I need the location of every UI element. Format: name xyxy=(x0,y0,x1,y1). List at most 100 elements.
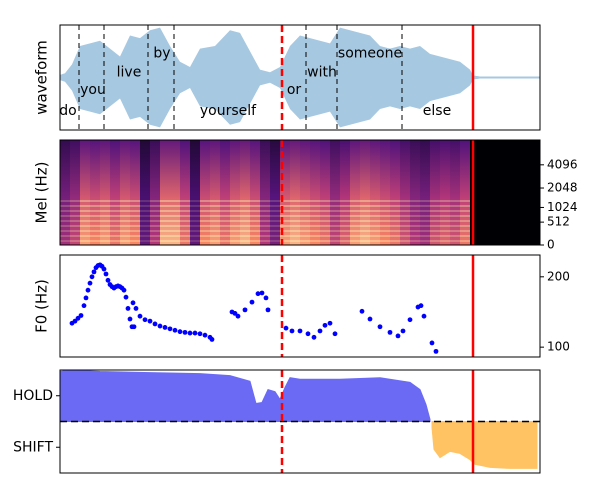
spectrogram-column xyxy=(430,140,441,245)
harmonics xyxy=(390,197,401,245)
harmonics xyxy=(210,197,221,245)
axes-frame xyxy=(59,24,541,131)
spectrogram-column xyxy=(470,140,481,245)
point xyxy=(78,313,84,318)
harmonics xyxy=(430,197,441,245)
spectrogram-column xyxy=(380,140,391,245)
y-tick-label: 0 xyxy=(547,238,555,252)
plot-area xyxy=(60,370,538,469)
spectrogram-column xyxy=(130,140,141,245)
spectrogram-column xyxy=(270,140,281,245)
point xyxy=(400,328,406,334)
spectrogram-column xyxy=(300,140,311,245)
spectrogram-column xyxy=(500,140,511,245)
harmonics xyxy=(130,197,141,245)
spectrogram-column xyxy=(260,140,271,245)
point xyxy=(133,306,139,311)
y-axis-label: Mel (Hz) xyxy=(33,162,51,224)
point xyxy=(249,299,255,305)
spectrogram-column xyxy=(390,140,401,245)
point xyxy=(265,307,271,313)
spectrogram-column xyxy=(490,140,501,245)
point xyxy=(367,316,373,322)
spectrogram-column xyxy=(350,140,361,245)
point xyxy=(87,280,93,286)
spectrogram-column xyxy=(60,140,71,245)
spectrogram-column xyxy=(210,140,221,245)
harmonics xyxy=(460,197,471,245)
spectrogram-column xyxy=(410,140,421,245)
point xyxy=(72,318,78,324)
harmonics xyxy=(200,197,211,245)
word-label: else xyxy=(423,103,451,119)
point xyxy=(387,329,393,335)
point xyxy=(127,316,133,322)
word-label: with xyxy=(307,64,337,80)
point xyxy=(131,324,137,330)
point xyxy=(81,303,87,309)
point xyxy=(433,348,439,354)
point xyxy=(83,295,89,301)
spectrogram-column xyxy=(160,140,171,245)
point xyxy=(255,291,261,297)
axes-frame xyxy=(59,369,541,474)
point xyxy=(187,330,193,336)
harmonics xyxy=(110,197,121,245)
harmonics xyxy=(350,197,361,245)
point xyxy=(105,277,111,283)
harmonics xyxy=(400,197,411,245)
point xyxy=(91,269,97,275)
point xyxy=(142,317,148,323)
y-tick-label: 1024 xyxy=(547,200,578,214)
point xyxy=(395,333,401,339)
harmonics xyxy=(270,197,281,245)
point xyxy=(429,340,435,346)
spectrogram-column xyxy=(510,140,521,245)
point xyxy=(209,337,215,342)
spectrogram-column xyxy=(480,140,491,245)
harmonics xyxy=(60,197,71,245)
point xyxy=(182,329,188,335)
point xyxy=(172,327,178,333)
harmonics xyxy=(340,197,351,245)
spectrogram-column xyxy=(70,140,81,245)
y-axis-label: waveform xyxy=(33,40,51,115)
point xyxy=(75,315,81,321)
harmonics xyxy=(90,197,101,245)
spectrogram-column xyxy=(90,140,101,245)
spectrogram-column xyxy=(230,140,241,245)
word-label: yourself xyxy=(200,103,257,119)
y-tick-label: 200 xyxy=(547,269,570,283)
point xyxy=(123,294,129,300)
point xyxy=(192,330,198,336)
harmonics xyxy=(140,197,151,245)
y-tick-label: SHIFT xyxy=(13,439,53,455)
word-label: or xyxy=(287,82,302,98)
harmonics xyxy=(320,197,331,245)
spectrogram-column xyxy=(120,140,131,245)
spectrogram-column xyxy=(220,140,231,245)
spectrogram-column xyxy=(100,140,111,245)
harmonics xyxy=(450,197,461,245)
spectrogram-column xyxy=(200,140,211,245)
point xyxy=(289,328,295,334)
point xyxy=(283,325,289,331)
harmonics xyxy=(220,197,231,245)
harmonics xyxy=(420,197,431,245)
spectrogram-column xyxy=(180,140,191,245)
spectrogram-column xyxy=(150,140,161,245)
spectrogram-column xyxy=(330,140,341,245)
harmonics xyxy=(120,197,131,245)
point xyxy=(263,295,269,301)
point xyxy=(242,307,248,313)
spectrogram-column xyxy=(240,140,251,245)
point xyxy=(125,306,131,311)
y-tick-label: 4096 xyxy=(547,157,578,171)
point xyxy=(130,300,136,306)
spectrogram-column xyxy=(400,140,411,245)
point xyxy=(317,328,323,334)
spectrogram-column xyxy=(80,140,91,245)
point xyxy=(235,313,241,319)
point xyxy=(327,320,333,326)
